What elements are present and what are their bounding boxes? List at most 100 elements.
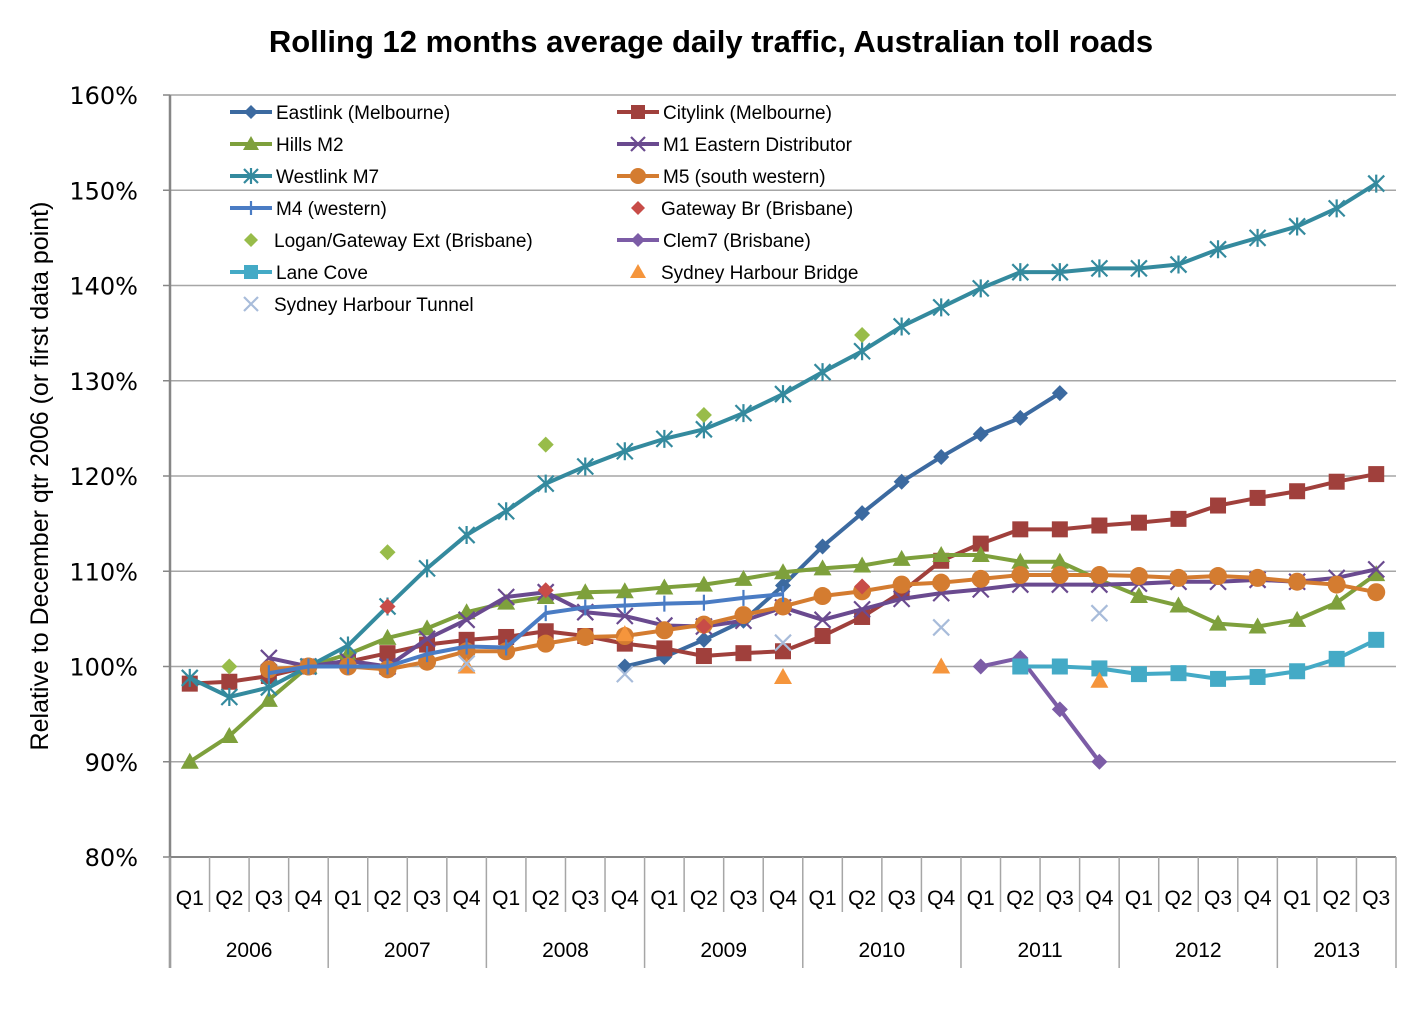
data-point — [1012, 521, 1029, 538]
data-point — [615, 582, 634, 599]
data-point — [1289, 663, 1306, 680]
data-point — [220, 727, 239, 744]
data-point — [972, 426, 989, 443]
data-point — [1090, 566, 1109, 585]
data-point — [1209, 614, 1228, 631]
year-label: 2008 — [542, 939, 589, 962]
data-point — [1090, 259, 1109, 278]
data-point — [853, 600, 871, 619]
data-point — [971, 279, 990, 298]
data-point — [1327, 575, 1346, 594]
x-tick-label: Q2 — [215, 887, 243, 910]
data-point — [1050, 552, 1069, 569]
data-point — [616, 607, 634, 625]
legend-item: Eastlink (Melbourne) — [230, 103, 450, 124]
data-point — [537, 582, 554, 599]
x-tick-label: Q4 — [294, 887, 322, 910]
data-point — [1249, 489, 1266, 506]
x-tick-label: Q3 — [888, 887, 916, 910]
data-point — [576, 583, 595, 600]
legend-item: M1 Eastern Distributor — [617, 135, 853, 156]
data-point — [1011, 263, 1030, 282]
data-point — [814, 538, 831, 555]
data-point — [497, 588, 515, 606]
data-point — [1090, 671, 1109, 688]
data-point — [695, 618, 712, 635]
year-label: 2010 — [859, 939, 906, 962]
data-point — [1367, 560, 1386, 579]
data-point — [1051, 658, 1068, 675]
data-point — [457, 611, 476, 629]
legend-label: M4 (western) — [276, 199, 387, 220]
series-gateway-br-brisbane — [379, 578, 871, 635]
x-tick-label: Q4 — [1085, 887, 1113, 910]
data-point — [220, 687, 239, 706]
data-point — [1130, 666, 1147, 683]
data-point — [497, 593, 516, 610]
x-tick-label: Q1 — [1125, 887, 1153, 910]
y-axis-ticks: 80% 90% 100% 110% 120% 130% 140% 150% 160% — [69, 82, 170, 872]
x-tick-label: Q1 — [650, 887, 678, 910]
x-tick-label: Q1 — [1283, 887, 1311, 910]
data-point — [734, 569, 753, 586]
data-point — [1051, 701, 1068, 718]
year-label: 2006 — [226, 939, 273, 962]
x-tick-label: Q1 — [176, 887, 204, 910]
data-point — [1169, 568, 1188, 587]
legend-item: Logan/Gateway Ext (Brisbane) — [244, 231, 533, 252]
legend-item: Hills M2 — [230, 135, 344, 156]
data-point — [498, 628, 515, 645]
data-point — [1012, 658, 1029, 675]
data-point — [932, 657, 951, 674]
data-point — [1091, 753, 1108, 770]
legend-swatch-marker — [243, 296, 259, 312]
data-point — [1367, 174, 1386, 193]
data-point — [221, 658, 238, 675]
x-tick-label: Q3 — [729, 887, 757, 910]
series-logan-gateway-ext-brisbane — [221, 327, 871, 675]
legend-label: Logan/Gateway Ext (Brisbane) — [274, 231, 533, 252]
x-tick-label: Q4 — [1244, 887, 1272, 910]
data-point — [616, 442, 634, 461]
data-point — [892, 549, 911, 566]
data-point — [854, 505, 871, 522]
data-point — [1367, 583, 1386, 602]
chart-title: Rolling 12 months average daily traffic,… — [269, 24, 1153, 59]
x-tick-label: Q4 — [769, 887, 797, 910]
data-point — [1011, 566, 1030, 585]
legend-swatch-marker — [630, 168, 646, 184]
data-point — [418, 630, 436, 648]
legend-label: M5 (south western) — [663, 167, 826, 188]
series-line — [980, 655, 1101, 763]
data-point — [1169, 596, 1188, 613]
legend-item: Westlink M7 — [230, 167, 379, 188]
series-line — [1020, 638, 1378, 681]
data-point — [734, 404, 753, 423]
x-tick-label: Q3 — [1362, 887, 1390, 910]
x-tick-label: Q2 — [848, 887, 876, 910]
legend-item: Sydney Harbour Tunnel — [243, 295, 474, 316]
x-tick-label: Q1 — [809, 887, 837, 910]
data-point — [616, 665, 634, 683]
data-point — [892, 575, 911, 594]
data-point — [1091, 660, 1108, 677]
data-point — [457, 526, 476, 545]
x-tick-label: Q2 — [532, 887, 560, 910]
data-point — [221, 673, 238, 690]
x-axis: Q1 Q2 Q3 Q4 Q1 Q2 Q3 Q4 Q1 Q2 Q3 Q4 Q1 Q2 Q3 Q4 Q1 Q2 Q3 Q4… — [168, 95, 1397, 968]
series-sydney-harbour-tunnel — [457, 604, 1109, 683]
data-point — [853, 556, 872, 573]
y-tick-label: 80% — [85, 844, 138, 872]
legend-swatch-marker — [244, 233, 258, 247]
y-tick-label: 120% — [69, 463, 138, 491]
data-point — [1328, 473, 1345, 490]
data-point — [813, 559, 832, 576]
data-point — [1210, 497, 1227, 514]
data-point — [1090, 604, 1109, 622]
x-tick-label: Q4 — [453, 887, 481, 910]
y-tick-label: 160% — [69, 82, 138, 110]
data-point — [537, 623, 554, 640]
year-label: 2012 — [1175, 939, 1222, 962]
x-tick-label: Q2 — [1164, 887, 1192, 910]
data-point — [1328, 650, 1345, 667]
